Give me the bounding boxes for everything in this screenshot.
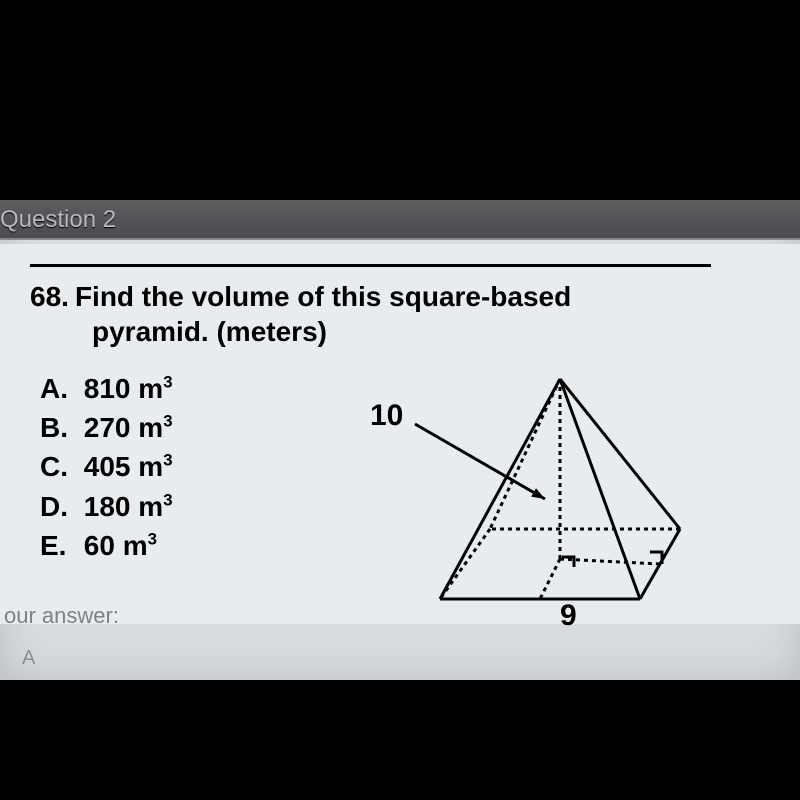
choice-a[interactable]: A. 810 m3 [40,369,300,408]
problem-prompt: 68.Find the volume of this square-based … [30,279,770,349]
prompt-line-1: Find the volume of this square-based [75,281,571,312]
redaction-block [30,140,230,196]
typed-answer[interactable]: A [22,647,796,670]
pyramid-figure: 10 9 [300,369,740,629]
divider [30,264,711,267]
question-header: Question 2 [0,200,800,240]
prompt-line-2: pyramid. (meters) [92,316,327,347]
height-label: 10 [370,399,403,433]
question-header-label: Question 2 [0,206,116,234]
choice-c[interactable]: C. 405 m3 [40,447,300,486]
answer-choices: A. 810 m3 B. 270 m3 C. 405 m3 D. 180 m3 … [40,369,300,565]
choice-e[interactable]: E. 60 m3 [40,526,300,565]
answer-prompt: our answer: [4,603,119,628]
problem-number: 68. [30,281,69,312]
screen-area: Question 2 68.Find the volume of this sq… [0,200,800,680]
choice-b[interactable]: B. 270 m3 [40,408,300,447]
content-row: A. 810 m3 B. 270 m3 C. 405 m3 D. 180 m3 … [30,369,770,629]
choice-d[interactable]: D. 180 m3 [40,487,300,526]
worksheet: 68.Find the volume of this square-based … [0,244,800,624]
answer-area: our answer: A [0,593,800,680]
pyramid-svg [300,369,740,629]
